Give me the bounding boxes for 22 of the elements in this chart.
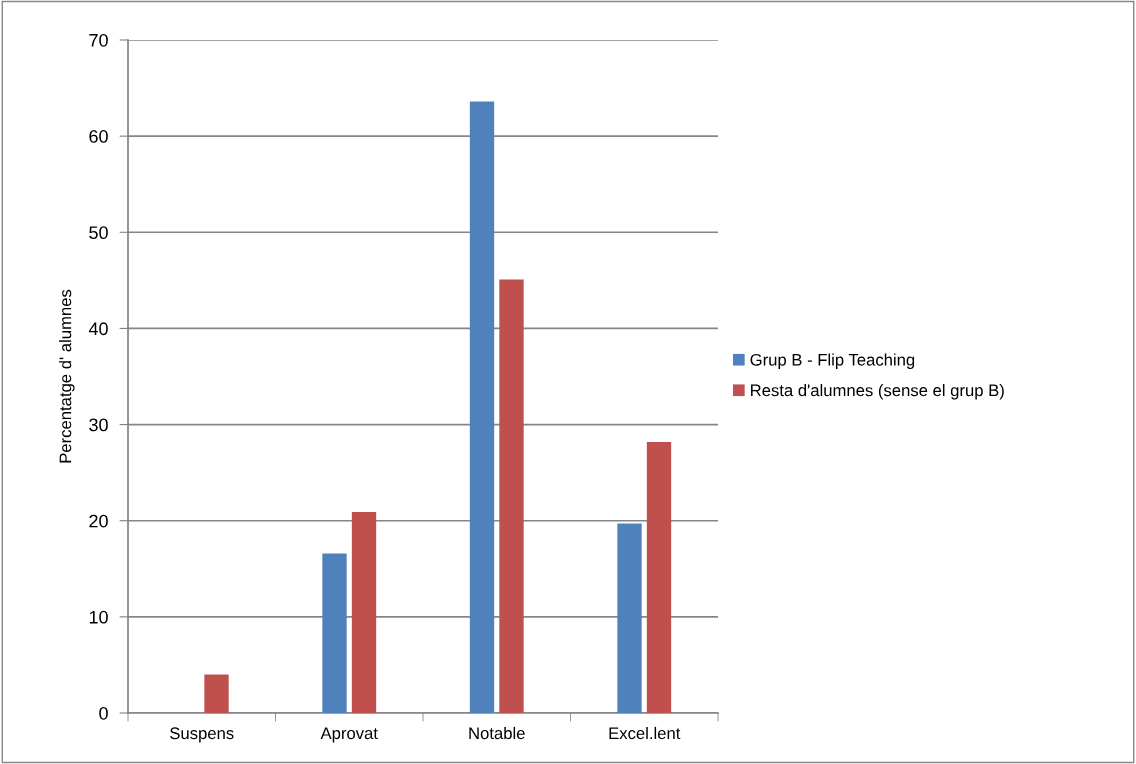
legend-label: Resta d'alumnes (sense el grup B) <box>751 384 1004 400</box>
x-tick-label: Aprovat <box>320 727 378 743</box>
bar <box>617 523 642 713</box>
y-axis-title: Percentatge d' alumnes <box>59 289 75 463</box>
bar <box>204 674 229 713</box>
y-tick-label: 0 <box>99 706 108 720</box>
x-tick-label: Suspens <box>170 727 234 743</box>
bar <box>646 441 672 713</box>
y-tick-label: 10 <box>89 610 108 624</box>
y-tick-label: 70 <box>89 33 108 47</box>
bar <box>322 553 347 713</box>
y-tick-label: 40 <box>88 322 108 336</box>
bar <box>499 279 524 713</box>
bar <box>469 101 495 713</box>
y-tick-label: 60 <box>89 130 108 143</box>
y-tick-label: 50 <box>89 226 108 240</box>
x-tick-label: Notable <box>469 726 525 740</box>
y-tick-label: 30 <box>89 418 108 432</box>
y-tick-label: 20 <box>89 514 108 528</box>
x-tick-label: Excel.lent <box>609 726 681 740</box>
bar <box>351 512 377 713</box>
legend-label: Grup B - Flip Teaching <box>750 353 915 369</box>
